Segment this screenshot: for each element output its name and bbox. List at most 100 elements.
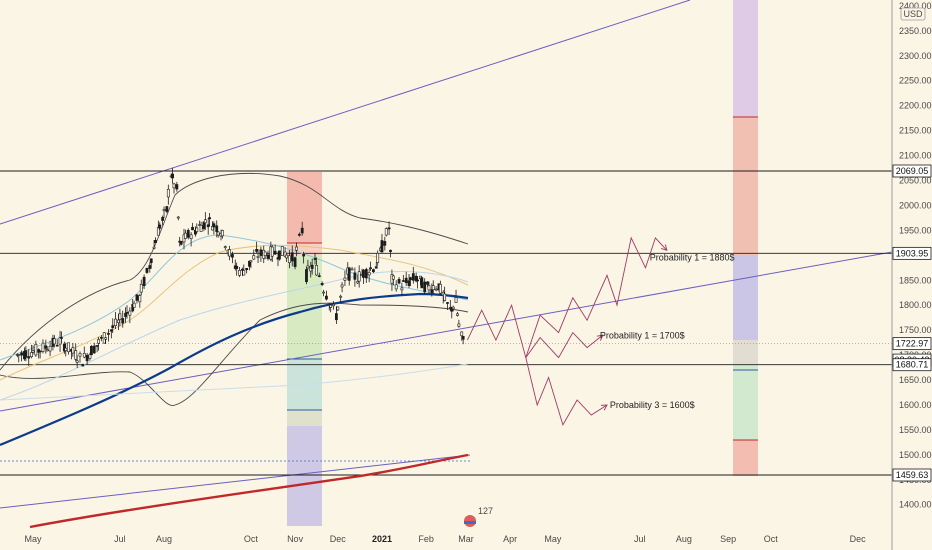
probability-annotations: Probability 1 = 1880$ Probability 1 = 170… bbox=[600, 252, 735, 410]
candle-body bbox=[189, 234, 193, 240]
candle-body bbox=[401, 280, 405, 282]
x-tick-label: Jul bbox=[634, 534, 646, 544]
candle-body bbox=[175, 184, 179, 190]
candle-body bbox=[259, 249, 263, 256]
candle-body bbox=[128, 310, 132, 316]
candle-body bbox=[212, 223, 216, 228]
candle-body bbox=[457, 323, 461, 327]
candle-body bbox=[148, 265, 152, 269]
candle-body bbox=[186, 230, 190, 238]
candle-body bbox=[456, 313, 459, 316]
candle-body bbox=[74, 350, 78, 360]
x-tick-label: Dec bbox=[330, 534, 347, 544]
currency-label[interactable]: USD bbox=[903, 9, 923, 19]
candle-body bbox=[107, 333, 110, 335]
candle-body bbox=[145, 267, 149, 273]
candle-body bbox=[92, 345, 96, 354]
y-tick-label: 2200.00 bbox=[899, 101, 932, 111]
candle-body bbox=[322, 291, 325, 294]
candle-body bbox=[104, 337, 108, 340]
price-tag-box bbox=[892, 164, 932, 178]
candle-body bbox=[60, 337, 63, 339]
candle-body bbox=[400, 287, 404, 291]
candle-body bbox=[256, 256, 260, 258]
candle-body bbox=[208, 217, 212, 220]
projection-path-1600[interactable] bbox=[525, 357, 608, 427]
candle-body bbox=[362, 269, 365, 278]
candle-body bbox=[139, 284, 143, 293]
candle-body bbox=[176, 216, 180, 219]
candle-body bbox=[95, 345, 99, 347]
candle-body bbox=[270, 246, 274, 257]
y-tick-label: 2050.00 bbox=[899, 176, 932, 186]
candle-body bbox=[20, 352, 24, 356]
candle-body bbox=[31, 350, 35, 353]
candle-body bbox=[149, 258, 153, 264]
candle-body bbox=[121, 318, 125, 324]
candle-body bbox=[293, 257, 297, 267]
candle-body bbox=[340, 284, 344, 288]
price-tag-label: 1459.63 bbox=[896, 470, 929, 480]
candle-body bbox=[75, 360, 79, 363]
candle-body bbox=[81, 364, 85, 367]
candle-body bbox=[353, 272, 357, 280]
time-scale: May Jul Aug Oct Nov Dec 2021 Feb Mar Apr May Jul Aug… bbox=[24, 506, 866, 544]
candle-body bbox=[391, 275, 395, 280]
candle-body bbox=[273, 250, 277, 255]
candle-body bbox=[443, 293, 447, 301]
probability-label[interactable]: Probability 1 = 1880$ bbox=[650, 252, 735, 262]
x-tick-label: Mar bbox=[458, 534, 474, 544]
currency-badge: USD bbox=[900, 7, 926, 21]
x-tick-label: Oct bbox=[764, 534, 779, 544]
y-tick-label: 2400.00 bbox=[899, 1, 932, 11]
candle-body bbox=[166, 189, 170, 198]
probability-label[interactable]: Probability 3 = 1600$ bbox=[610, 400, 695, 410]
y-tick-label: 2300.00 bbox=[899, 51, 932, 61]
probability-label[interactable]: Probability 1 = 1700$ bbox=[600, 331, 685, 341]
candle-body bbox=[374, 266, 378, 269]
candle-body bbox=[52, 338, 56, 345]
candle-body bbox=[142, 276, 146, 286]
candle-body bbox=[223, 246, 227, 248]
candle-body bbox=[114, 318, 118, 327]
price-tag-box bbox=[892, 246, 932, 260]
candle-body bbox=[404, 277, 408, 283]
candle-body bbox=[165, 206, 169, 212]
events-indicator[interactable]: 127 bbox=[464, 506, 493, 527]
x-tick-label: Aug bbox=[156, 534, 172, 544]
candle-body bbox=[30, 352, 33, 357]
candle-body bbox=[283, 251, 287, 257]
candle-body bbox=[82, 352, 86, 358]
candle-body bbox=[124, 312, 127, 317]
candle-body bbox=[460, 331, 464, 337]
candle-body bbox=[132, 302, 136, 308]
candle-body bbox=[44, 345, 48, 349]
candle-body bbox=[172, 183, 176, 189]
candle-body bbox=[195, 227, 199, 232]
projection-paths bbox=[466, 236, 668, 427]
candle-body bbox=[356, 281, 360, 284]
candle-body bbox=[302, 253, 306, 257]
candle-body bbox=[118, 313, 122, 320]
y-tick-label: 2350.00 bbox=[899, 26, 932, 36]
y-tick-label: 1750.00 bbox=[899, 325, 932, 335]
candle-body bbox=[97, 339, 100, 344]
candle-body bbox=[221, 230, 224, 237]
candle-body bbox=[255, 248, 259, 252]
projection-arrowhead bbox=[600, 404, 608, 411]
candle-body bbox=[420, 277, 424, 289]
candle-body bbox=[364, 269, 368, 279]
candle-body bbox=[216, 231, 220, 236]
candle-body bbox=[171, 173, 174, 179]
projection-path-1880[interactable] bbox=[466, 236, 668, 360]
candle-body bbox=[99, 337, 103, 339]
candle-body bbox=[228, 249, 231, 257]
candle-body bbox=[203, 219, 207, 224]
candle-body bbox=[438, 283, 442, 294]
candle-body bbox=[431, 285, 435, 290]
candle-body bbox=[300, 227, 304, 234]
price-tag-label: 2069.05 bbox=[896, 166, 929, 176]
projection-path-1700[interactable] bbox=[525, 331, 603, 359]
candle-body bbox=[191, 226, 194, 231]
